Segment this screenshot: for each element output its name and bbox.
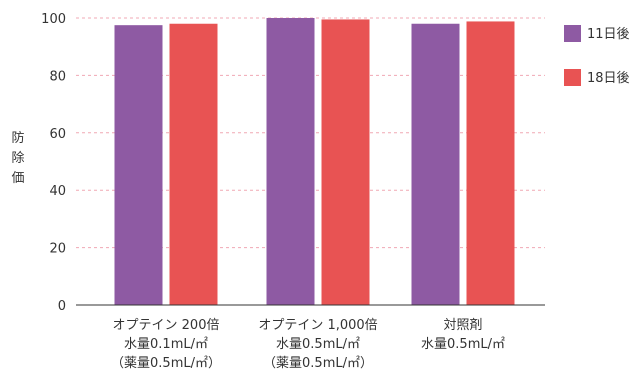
x-category-label: オプテイン 200倍 [113,318,220,333]
y-axis-label: 防除価 [11,130,24,186]
x-category-label: 対照剤 [443,317,482,333]
bar-series1-cat2 [266,18,315,305]
legend-label: 18日後 [587,71,630,86]
bar-series2-cat3 [466,21,515,305]
y-tick-label: 0 [58,299,66,314]
y-axis-title: 防除価 [11,130,24,186]
legend: 11日後 18日後 [564,25,630,86]
legend-swatch [564,25,581,42]
y-tick-label: 40 [49,184,66,199]
x-category-label: 水量0.5mL/㎡ [276,337,360,352]
y-tick-label: 100 [41,12,66,27]
y-tick-label: 80 [49,69,66,84]
y-tick-label: 20 [49,242,66,257]
y-tick-label: 60 [49,127,66,142]
bar-series1-cat1 [114,25,163,306]
x-category-label: オプテイン 1,000倍 [258,318,377,333]
x-category-label: （薬量0.5mL/㎡） [111,356,221,371]
bars [114,18,515,306]
y-tick-labels: 0 20 40 60 80 100 [41,12,66,314]
x-category-label: （薬量0.5mL/㎡） [263,356,373,371]
x-category-label: 水量0.1mL/㎡ [124,337,208,352]
bar-series2-cat1 [169,23,218,306]
bar-series1-cat3 [411,23,460,306]
legend-label: 11日後 [587,27,630,42]
legend-swatch [564,69,581,86]
x-category-label: 水量0.5mL/㎡ [421,337,505,352]
bar-series2-cat2 [321,19,370,306]
